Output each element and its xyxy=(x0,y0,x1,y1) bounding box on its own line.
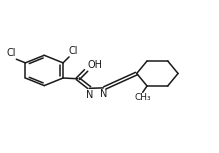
Text: Cl: Cl xyxy=(6,49,16,58)
Text: N: N xyxy=(86,90,93,100)
Text: Cl: Cl xyxy=(69,46,78,56)
Text: N: N xyxy=(100,89,108,99)
Text: CH₃: CH₃ xyxy=(135,93,151,102)
Text: OH: OH xyxy=(87,60,102,70)
